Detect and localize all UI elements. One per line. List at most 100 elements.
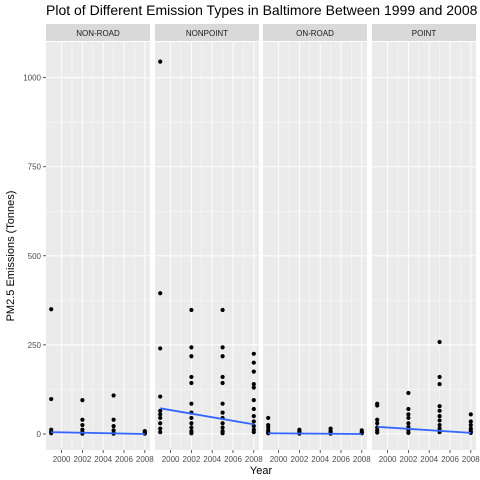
data-point bbox=[375, 430, 380, 435]
data-point bbox=[437, 381, 442, 387]
data-point bbox=[49, 307, 54, 312]
data-point bbox=[406, 390, 411, 396]
data-point bbox=[158, 426, 163, 431]
data-point bbox=[468, 419, 473, 424]
data-point bbox=[189, 354, 194, 359]
data-point bbox=[437, 426, 442, 431]
y-axis-title: PM2.5 Emissions (Tonnes) bbox=[5, 191, 17, 322]
x-tick-label: 2004 bbox=[94, 455, 112, 464]
data-point bbox=[158, 412, 163, 417]
data-point bbox=[437, 414, 442, 419]
data-point bbox=[251, 406, 256, 412]
data-point bbox=[251, 385, 256, 390]
data-point bbox=[437, 408, 442, 413]
y-axis: 0 250 500 750 1000 bbox=[23, 74, 46, 439]
data-point bbox=[251, 351, 256, 356]
x-tick-label: 2006 bbox=[441, 455, 459, 464]
data-point bbox=[437, 339, 442, 345]
trend-line bbox=[160, 407, 254, 426]
data-point bbox=[437, 418, 442, 423]
data-point bbox=[220, 401, 225, 406]
x-tick-label: 2006 bbox=[224, 455, 242, 464]
x-tick-label: 2002 bbox=[400, 455, 418, 464]
data-point bbox=[437, 422, 442, 428]
data-point bbox=[158, 415, 163, 421]
facet-panel: ON-ROAD bbox=[263, 24, 367, 450]
trend-line bbox=[268, 432, 362, 435]
data-point bbox=[158, 421, 163, 426]
panel-background bbox=[263, 42, 367, 450]
data-point bbox=[189, 415, 194, 421]
data-point bbox=[406, 412, 411, 417]
data-point bbox=[251, 381, 256, 387]
x-axes: 2000 2002 2004 2006 2008 2000 2002 2004 2006 2008… bbox=[53, 450, 480, 464]
data-point bbox=[111, 424, 116, 429]
data-point bbox=[111, 417, 116, 422]
x-tick-label: 2008 bbox=[245, 455, 263, 464]
data-point bbox=[251, 419, 256, 424]
facet-strip-label: NONPOINT bbox=[186, 29, 228, 38]
data-point bbox=[80, 422, 85, 428]
x-tick-label: 2008 bbox=[353, 455, 371, 464]
trend-line bbox=[377, 425, 471, 434]
x-tick-label: 2000 bbox=[53, 455, 71, 464]
y-tick-label: 750 bbox=[28, 163, 42, 172]
facet-panels: NON-ROAD NONPOINT ON-ROAD POINT bbox=[46, 24, 476, 450]
x-tick-label: 2008 bbox=[462, 455, 480, 464]
data-point bbox=[220, 380, 225, 386]
data-point bbox=[468, 412, 473, 417]
data-point bbox=[158, 291, 163, 296]
data-point bbox=[158, 394, 163, 399]
facet-strip-label: POINT bbox=[412, 29, 437, 38]
data-point bbox=[220, 421, 225, 426]
data-point bbox=[406, 430, 411, 435]
x-tick-label: 2004 bbox=[203, 455, 221, 464]
data-point bbox=[80, 398, 85, 403]
data-point bbox=[437, 374, 442, 380]
data-point bbox=[80, 417, 85, 422]
data-point bbox=[220, 345, 225, 350]
data-point bbox=[251, 414, 256, 419]
facet-strip bbox=[263, 24, 367, 41]
data-point bbox=[158, 59, 163, 64]
x-tick-label: 2002 bbox=[291, 455, 309, 464]
data-point bbox=[189, 431, 194, 436]
data-point bbox=[220, 425, 225, 430]
data-point bbox=[158, 430, 163, 435]
data-point bbox=[189, 374, 194, 380]
data-point bbox=[266, 415, 271, 421]
facet-panel: NONPOINT bbox=[155, 24, 259, 450]
x-tick-label: 2008 bbox=[136, 455, 154, 464]
facet-strip bbox=[46, 24, 150, 41]
panel-background bbox=[155, 42, 259, 450]
data-point bbox=[189, 345, 194, 350]
data-point bbox=[375, 417, 380, 422]
data-point bbox=[111, 393, 116, 398]
data-point bbox=[468, 422, 473, 428]
data-point bbox=[189, 380, 194, 386]
x-tick-label: 2000 bbox=[162, 455, 180, 464]
data-point bbox=[406, 415, 411, 421]
data-point bbox=[158, 346, 163, 351]
x-tick-label: 2004 bbox=[311, 455, 329, 464]
data-point bbox=[375, 421, 380, 426]
data-point bbox=[220, 431, 225, 436]
data-point bbox=[220, 354, 225, 359]
facet-panel: POINT bbox=[372, 24, 476, 450]
panel-background bbox=[46, 42, 150, 450]
x-tick-label: 2006 bbox=[332, 455, 350, 464]
data-point bbox=[49, 396, 54, 402]
data-point bbox=[406, 406, 411, 412]
data-point bbox=[251, 398, 256, 403]
data-point bbox=[220, 374, 225, 380]
data-point bbox=[437, 404, 442, 409]
chart-title: Plot of Different Emission Types in Balt… bbox=[46, 2, 478, 18]
data-point bbox=[189, 425, 194, 430]
data-point bbox=[375, 403, 380, 408]
panel-background bbox=[372, 42, 476, 450]
y-tick-label: 250 bbox=[28, 341, 42, 350]
data-point bbox=[189, 307, 194, 313]
y-tick-label: 500 bbox=[28, 252, 42, 261]
data-point bbox=[189, 401, 194, 406]
data-point bbox=[189, 421, 194, 426]
